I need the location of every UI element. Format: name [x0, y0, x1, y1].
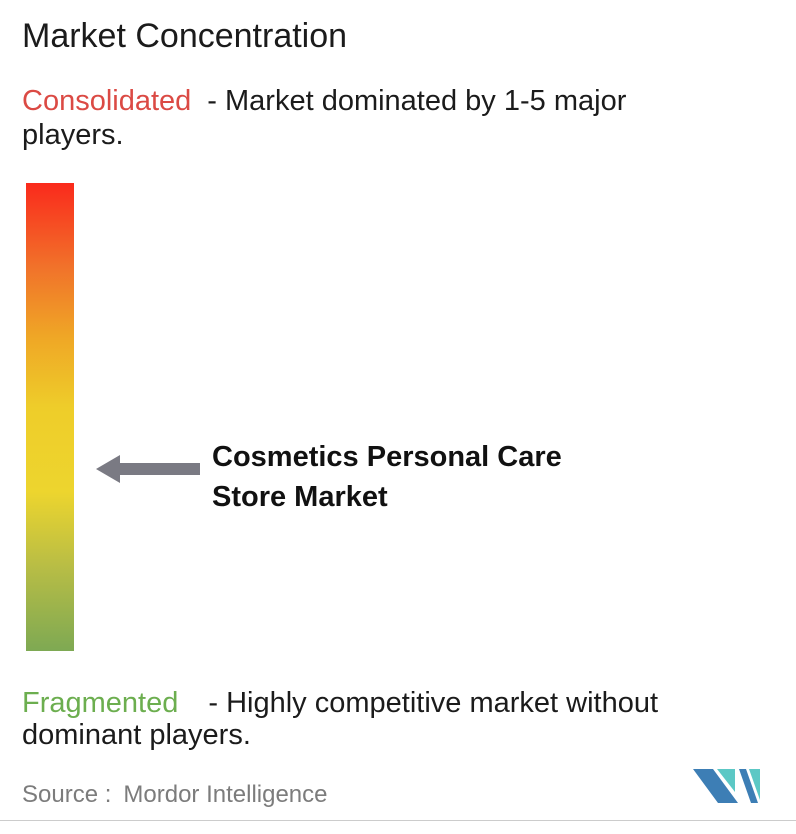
- arrow-head: [96, 455, 120, 483]
- mordor-intelligence-logo-icon: [688, 767, 764, 814]
- bottom-divider: [0, 820, 796, 821]
- consolidated-description: Consolidated - Market dominated by 1-5 ma…: [22, 84, 722, 152]
- consolidated-text: - Market dominated by 1-5 major players.: [22, 85, 627, 151]
- left-arrow-icon: [96, 455, 200, 483]
- source-label: Source :: [22, 781, 112, 808]
- page-title: Market Concentration: [22, 17, 348, 55]
- market-callout-label: Cosmetics Personal Care Store Market: [212, 441, 562, 513]
- arrow-shaft: [118, 463, 200, 475]
- source-name: Mordor Intelligence: [123, 781, 328, 808]
- consolidated-term: Consolidated: [22, 85, 192, 117]
- fragmented-text: - Highly competitive market without domi…: [22, 687, 659, 751]
- source-attribution: Source : Mordor Intelligence: [22, 781, 328, 809]
- concentration-gradient-bar: [26, 183, 74, 651]
- fragmented-term: Fragmented: [22, 687, 179, 719]
- fragmented-description: Fragmented - Highly competitive market wi…: [22, 687, 722, 751]
